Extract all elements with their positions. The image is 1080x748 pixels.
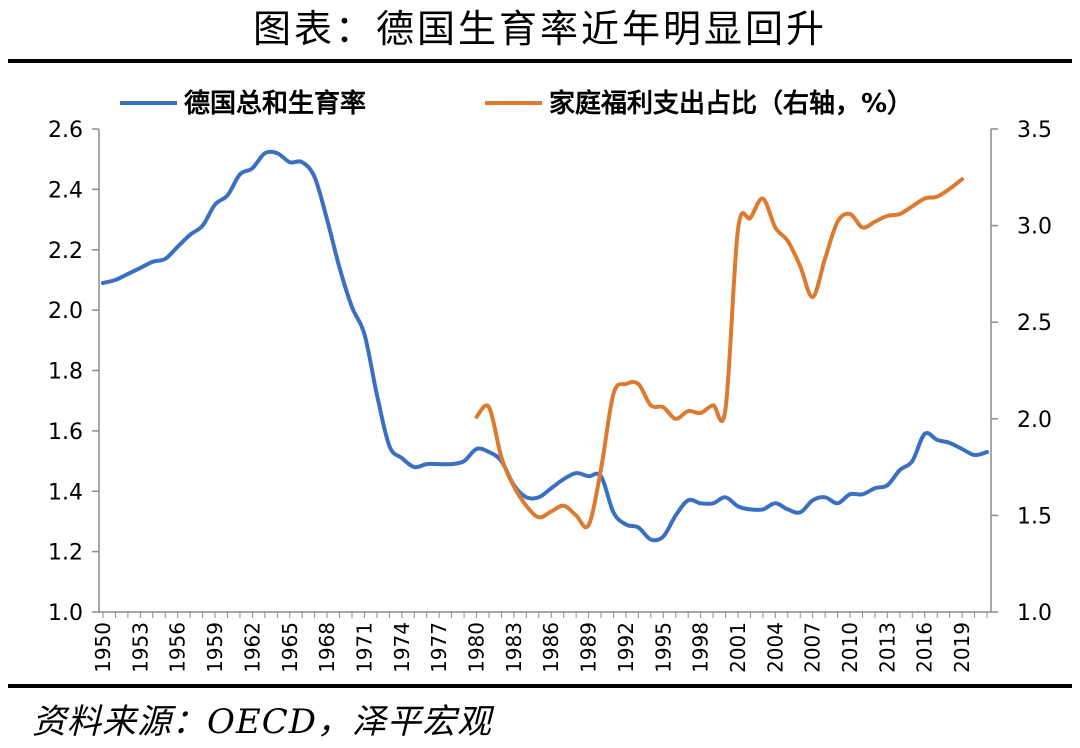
x-tick-label: 1983 <box>502 622 526 673</box>
x-tick-label: 1950 <box>91 622 115 673</box>
x-tick-label: 1971 <box>352 622 376 673</box>
right-y-tick-label: 3.5 <box>1017 118 1052 143</box>
title-divider <box>8 59 1072 63</box>
right-y-tick-label: 1.5 <box>1017 504 1052 529</box>
x-tick-label: 1956 <box>166 622 190 673</box>
left-y-tick-label: 1.6 <box>48 420 83 445</box>
left-y-tick-label: 1.8 <box>48 360 83 385</box>
left-y-tick-label: 1.2 <box>48 541 83 566</box>
legend-label-family-welfare: 家庭福利支出占比（右轴，%） <box>549 88 913 119</box>
x-tick-label: 1962 <box>240 622 264 673</box>
footer-divider <box>8 684 1072 688</box>
legend: 德国总和生育率 家庭福利支出占比（右轴，%） <box>120 88 913 119</box>
x-tick-label: 2001 <box>726 622 750 673</box>
left-y-tick-label: 2.4 <box>48 178 83 203</box>
dual-axis-line-chart: 德国总和生育率 家庭福利支出占比（右轴，%） 1.0 1.2 1.4 1.6 1.8 2.… <box>48 88 1052 673</box>
x-tick-label: 1992 <box>614 622 638 673</box>
right-y-tick-label: 1.0 <box>1017 601 1052 626</box>
right-y-tick-label: 2.5 <box>1017 311 1052 336</box>
left-y-tick-label: 1.0 <box>48 601 83 626</box>
x-tick-label: 1974 <box>390 622 414 673</box>
x-tick-label: 2013 <box>875 622 899 673</box>
x-tick-label: 1959 <box>203 622 227 673</box>
x-tick-label: 2010 <box>838 622 862 673</box>
x-tick-label: 2004 <box>763 622 787 673</box>
x-tick-label: 2019 <box>950 622 974 673</box>
right-y-tick-label: 2.0 <box>1017 408 1052 433</box>
x-tick-label: 1995 <box>651 622 675 673</box>
x-tick-label: 1989 <box>577 622 601 673</box>
left-y-tick-label: 2.6 <box>48 118 83 143</box>
source-note: 资料来源：OECD，泽平宏观 <box>32 702 492 742</box>
x-tick-label: 2016 <box>913 622 937 673</box>
legend-label-fertility: 德国总和生育率 <box>184 88 366 119</box>
x-tick-label: 1968 <box>315 622 339 673</box>
x-tick-label: 1998 <box>689 622 713 673</box>
right-y-tick-label: 3.0 <box>1017 215 1052 240</box>
series-line-family-welfare-share <box>474 177 965 530</box>
series-line-fertility-rate <box>101 149 989 543</box>
series-layer <box>101 149 989 543</box>
x-tick-label: 1965 <box>278 622 302 673</box>
left-y-tick-label: 2.0 <box>48 299 83 324</box>
page-title: 图表：德国生育率近年明显回升 <box>252 7 827 51</box>
x-tick-label: 1953 <box>128 622 152 673</box>
x-tick-label: 1977 <box>427 622 451 673</box>
x-tick-label: 2007 <box>801 622 825 673</box>
axes: 1.0 1.2 1.4 1.6 1.8 2.0 2.2 2.4 2.6 1.0 1.5 2.0 2.5 3… <box>48 118 1052 673</box>
x-tick-label: 1980 <box>465 622 489 673</box>
left-y-tick-label: 1.4 <box>48 480 83 505</box>
x-tick-label: 1986 <box>539 622 563 673</box>
left-y-tick-label: 2.2 <box>48 239 83 264</box>
